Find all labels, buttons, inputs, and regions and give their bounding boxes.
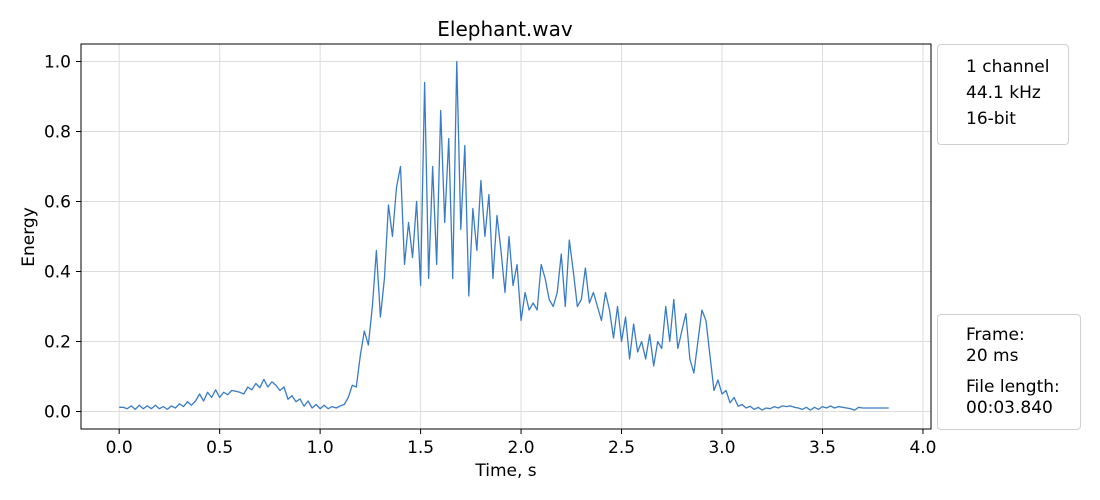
y-axis-label: Energy: [19, 207, 39, 267]
file-length-label: File length:: [966, 377, 1060, 397]
sample-rate-text: 44.1 kHz: [966, 83, 1041, 103]
axis-ticks: 0.0 0.5 1.0 1.5 2.0 2.5 3.0 3.5 4.0 0.0 0.2 0.4 0.6 0…: [44, 53, 937, 459]
x-tick-label: 2.5: [608, 438, 635, 458]
grid: [81, 44, 931, 429]
plot-frame: [80, 43, 932, 430]
file-length-value: 00:03.840: [966, 398, 1053, 418]
x-tick-label: 1.0: [307, 438, 334, 458]
frame-label: Frame:: [966, 325, 1025, 345]
x-tick-label: 0.5: [206, 438, 233, 458]
x-tick-label: 3.0: [708, 438, 735, 458]
frame-info-panel: Frame: 20 ms File length: 00:03.840: [937, 314, 1081, 430]
y-tick-label: 0.4: [44, 263, 71, 283]
x-axis-label: Time, s: [474, 461, 536, 481]
bit-depth-text: 16-bit: [966, 109, 1016, 129]
frame-value: 20 ms: [966, 346, 1019, 366]
y-tick-label: 0.2: [44, 333, 71, 353]
y-tick-label: 0.0: [44, 403, 71, 423]
y-tick-label: 0.6: [44, 193, 71, 213]
x-tick-label: 3.5: [809, 438, 836, 458]
x-tick-label: 1.5: [407, 438, 434, 458]
x-tick-label: 0.0: [106, 438, 133, 458]
y-tick-label: 1.0: [44, 53, 71, 73]
y-tick-label: 0.8: [44, 123, 71, 143]
energy-line: [119, 60, 889, 411]
audio-info-panel: 1 channel 44.1 kHz 16-bit: [937, 44, 1069, 145]
x-tick-label: 2.0: [508, 438, 535, 458]
channels-text: 1 channel: [966, 57, 1050, 77]
chart-title: Elephant.wav: [437, 17, 573, 41]
x-tick-label: 4.0: [909, 438, 936, 458]
